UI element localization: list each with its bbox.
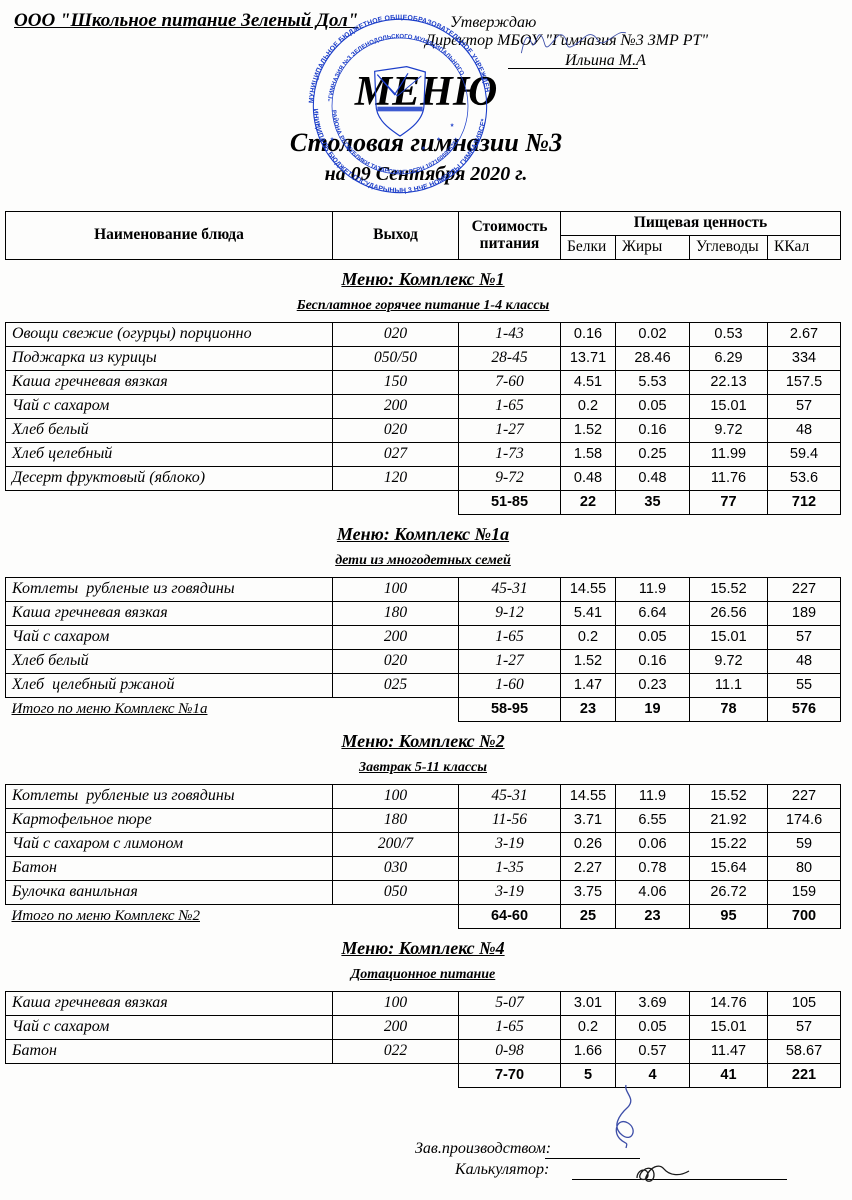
svg-text:*: * — [330, 136, 334, 145]
svg-text:*: * — [450, 122, 454, 131]
svg-text:*: * — [422, 146, 426, 155]
svg-text:РАЙОНА РЕСПУБЛИКИ ТАТАРСТАН" О: РАЙОНА РЕСПУБЛИКИ ТАТАРСТАН" ОГРН 102160… — [330, 110, 461, 176]
svg-text:*: * — [437, 136, 441, 145]
